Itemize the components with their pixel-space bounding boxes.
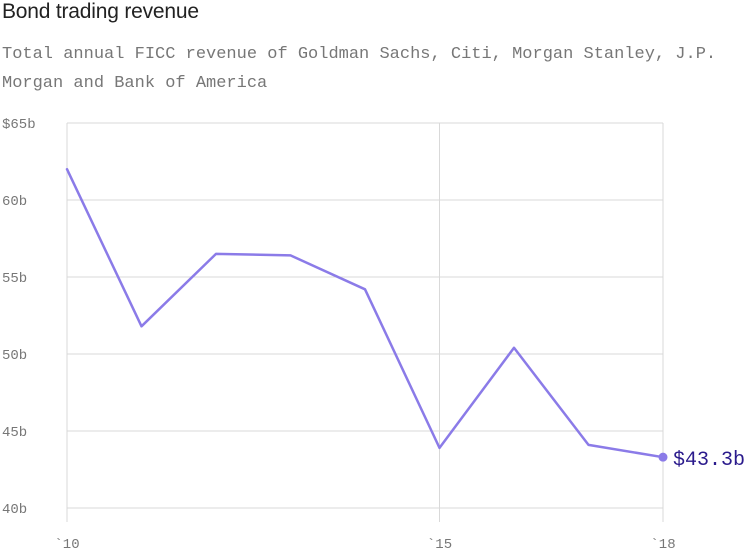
y-tick-label: 45b <box>2 425 27 441</box>
end-point-marker <box>658 452 668 462</box>
x-tick-label: `15 <box>427 537 452 553</box>
end-value-label: $43.3b <box>673 449 745 472</box>
y-tick-label: 55b <box>2 271 27 287</box>
chart-subtitle: Total annual FICC revenue of Goldman Sac… <box>2 45 717 93</box>
chart-title: Bond trading revenue <box>2 0 199 23</box>
y-tick-label: 60b <box>2 194 27 210</box>
y-tick-label: $65b <box>2 117 36 133</box>
x-tick-label: `10 <box>54 537 79 553</box>
y-tick-label: 40b <box>2 502 27 518</box>
tick-label-layer: $65b 60b 55b 50b 45b 40b `10 `15 `18 <box>2 117 676 553</box>
y-tick-label: 50b <box>2 348 27 364</box>
x-tick-label: `18 <box>650 537 675 553</box>
grid-layer <box>66 122 664 522</box>
series-layer: $43.3b <box>65 167 745 472</box>
series-line <box>65 167 665 459</box>
